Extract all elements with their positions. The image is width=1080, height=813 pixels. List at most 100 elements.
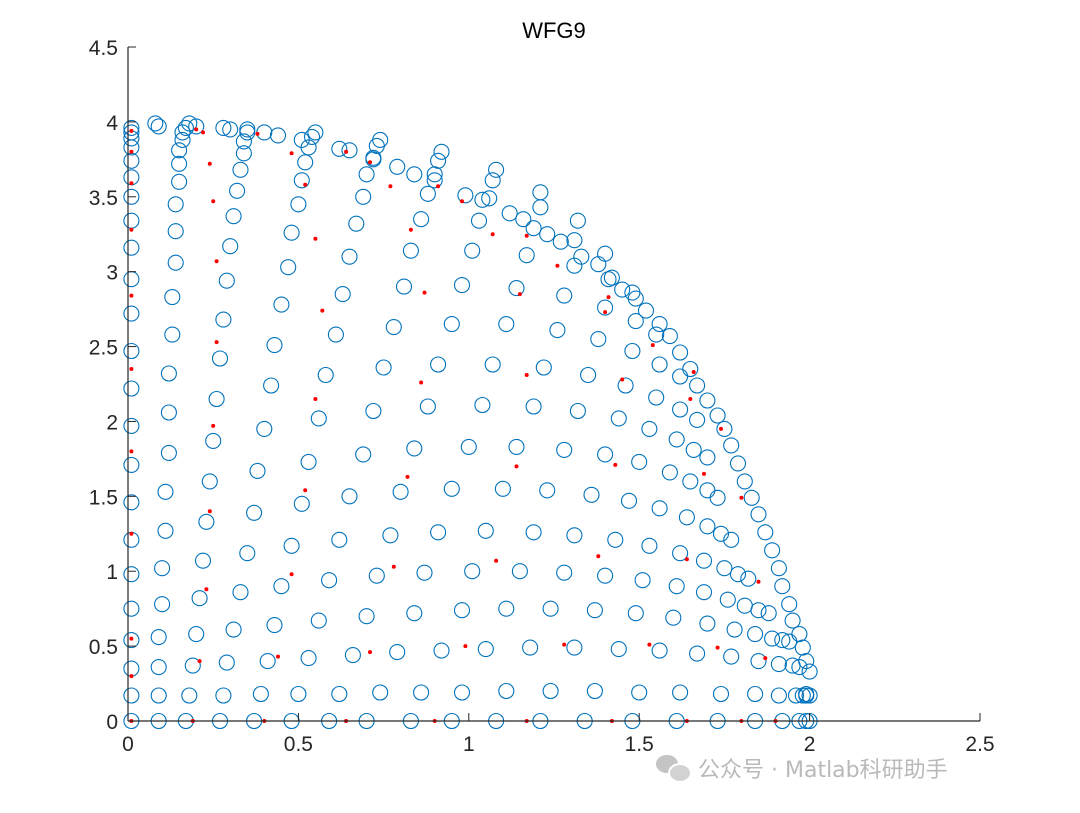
population-point [794,687,811,704]
population-point [160,444,177,461]
population-point [729,455,747,472]
population-point [181,115,198,132]
population-point [413,684,430,701]
population-point [566,232,583,249]
population-point [239,124,256,141]
population-point [167,223,184,240]
population-point [246,504,263,521]
reference-point [368,160,372,165]
x-axis: 0 0.5 1 1.5 2 2.5 [122,713,995,756]
population-point [426,172,443,189]
population-point [648,389,665,406]
reference-point [756,579,761,584]
population-point [508,438,525,455]
y-tick-label: 4.5 [89,37,118,60]
reference-point [691,370,696,374]
population-point [123,124,140,141]
population-point [256,124,273,141]
population-point [430,356,447,373]
population-point [443,316,460,333]
population-point [341,488,358,505]
population-point [218,272,235,289]
population-point [123,417,140,434]
reference-point [129,128,134,133]
population-point [303,128,321,145]
population-point [123,566,140,583]
population-point [747,685,764,703]
population-point [355,446,372,463]
population-point [171,142,188,159]
population-point [610,410,627,427]
population-point [556,441,573,458]
population-point [672,545,689,562]
reference-point [129,674,134,679]
population-point [627,290,644,307]
population-point [798,653,815,670]
population-point [614,281,631,298]
population-point [477,522,494,539]
population-point [689,377,706,394]
population-point [770,560,787,577]
y-tick-label: 2.5 [89,337,118,360]
population-point [552,233,569,250]
population-point [709,407,726,424]
population-point [232,161,249,178]
x-tick-label: 1 [463,733,475,756]
population-point [123,660,140,677]
population-point [498,600,515,617]
reference-point [613,462,618,467]
population-point [225,621,242,638]
population-point [603,269,620,286]
population-point [494,480,511,497]
population-point [293,495,310,512]
population-point [372,684,389,701]
population-point [293,172,310,189]
population-point [661,464,678,481]
population-point [801,687,818,704]
population-point [641,537,658,554]
population-point [498,316,515,333]
population-point [123,188,140,205]
population-point [474,396,491,414]
population-point [586,682,603,700]
population-point [252,685,269,703]
population-point [406,166,423,183]
x-tick-label: 0.5 [284,733,313,756]
reference-point [555,263,560,268]
population-point [477,641,494,658]
population-point [542,600,559,617]
population-point [798,685,815,703]
population-point [375,359,392,376]
chart-title: WFG9 [522,18,586,43]
reference-point [255,131,260,136]
population-point [498,682,515,700]
population-point [430,524,447,541]
population-point [123,305,140,322]
population-point [511,563,528,580]
population-point [310,612,327,629]
population-point [600,271,617,288]
reference-point [524,233,529,238]
population-point [419,398,436,415]
population-point [433,642,450,659]
population-point [317,366,334,384]
population-point [310,410,327,427]
reference-point [391,564,396,569]
population-point [627,313,644,330]
population-point [556,564,573,581]
population-point [484,172,501,189]
population-point [801,663,818,680]
reference-point [289,572,294,577]
population-point [191,590,208,607]
population-point [678,509,695,526]
reference-point [596,554,601,559]
population-point [716,420,733,437]
population-point [699,482,716,499]
watermark: 公众号 · Matlab科研助手 [656,752,948,784]
population-point [157,483,174,500]
population-point [617,377,634,394]
population-point [385,319,402,336]
population-point [167,196,184,213]
reference-point [214,259,219,264]
reference-point [405,474,410,479]
